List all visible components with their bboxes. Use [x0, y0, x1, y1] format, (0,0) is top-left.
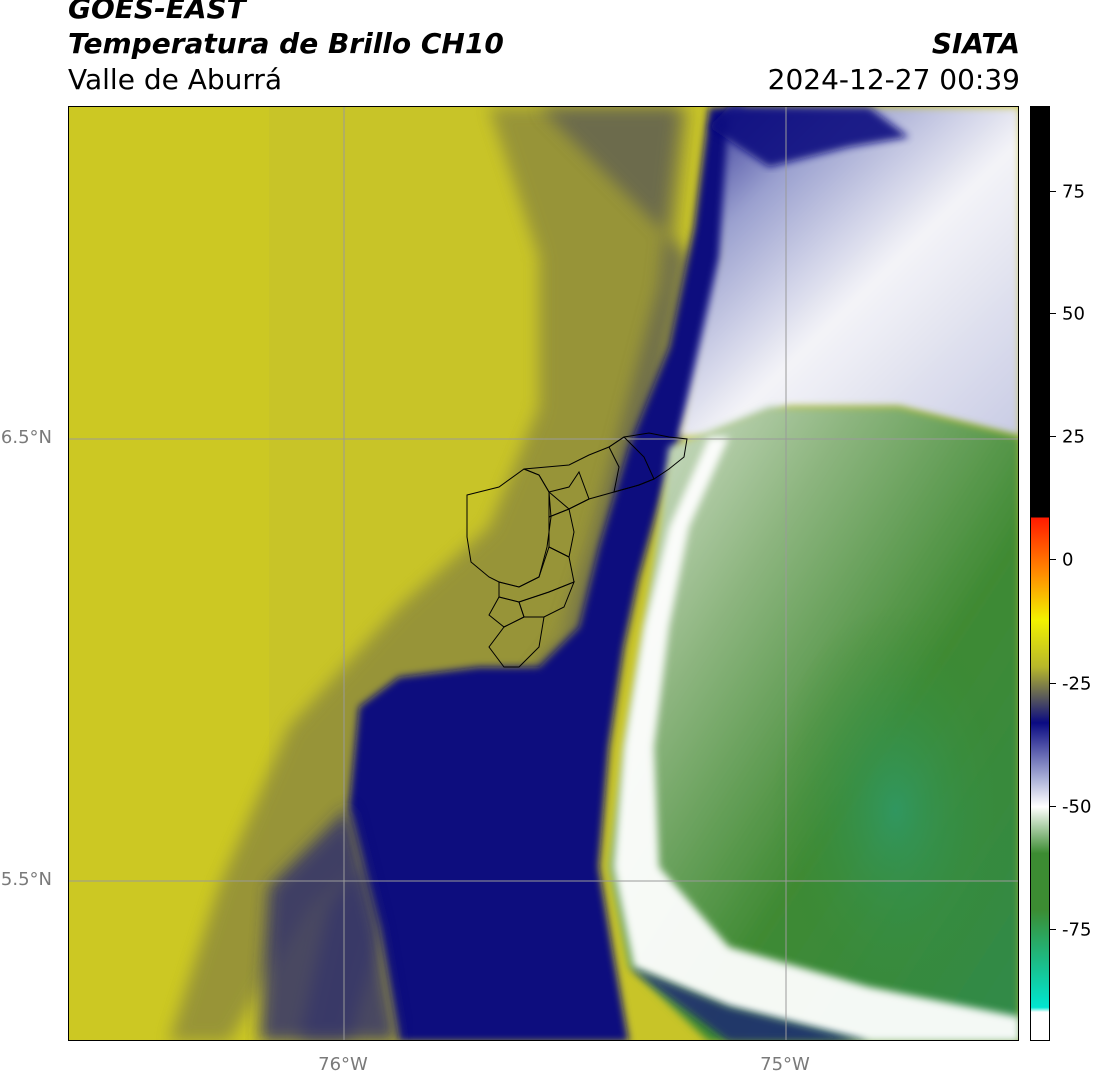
product-title: Temperatura de Brillo CH10 — [68, 27, 504, 60]
lat-label-6-5: 6.5°N — [0, 427, 52, 448]
organization-label: SIATA — [931, 27, 1020, 60]
colorbar-tick — [1050, 313, 1056, 314]
colorbar-tick — [1050, 436, 1056, 437]
colorbar-label: 50 — [1062, 303, 1085, 325]
colorbar-label: -25 — [1062, 673, 1092, 695]
brightness-temperature-map — [68, 106, 1019, 1041]
colorbar-label: -50 — [1062, 796, 1092, 818]
colorbar-tick — [1050, 806, 1056, 807]
lon-label-75: 75°W — [760, 1054, 810, 1075]
colorbar-tick — [1050, 559, 1056, 560]
region-subtitle: Valle de Aburrá — [68, 63, 283, 96]
lon-label-76: 76°W — [318, 1054, 368, 1075]
colorbar-tick — [1050, 191, 1056, 192]
colorbar-tick — [1050, 929, 1056, 930]
lat-label-5-5: 5.5°N — [0, 869, 52, 890]
colorbar — [1030, 106, 1050, 1041]
datetime-label: 2024-12-27 00:39 — [767, 63, 1020, 96]
colorbar-label: 25 — [1062, 426, 1085, 448]
colorbar-label: -75 — [1062, 919, 1092, 941]
map-image — [69, 107, 1018, 1040]
colorbar-tick — [1050, 683, 1056, 684]
municipality-boundaries — [466, 432, 688, 668]
satellite-title: GOES-EAST — [68, 0, 246, 25]
colorbar-label: 75 — [1062, 181, 1085, 203]
colorbar-label: 0 — [1062, 549, 1074, 571]
